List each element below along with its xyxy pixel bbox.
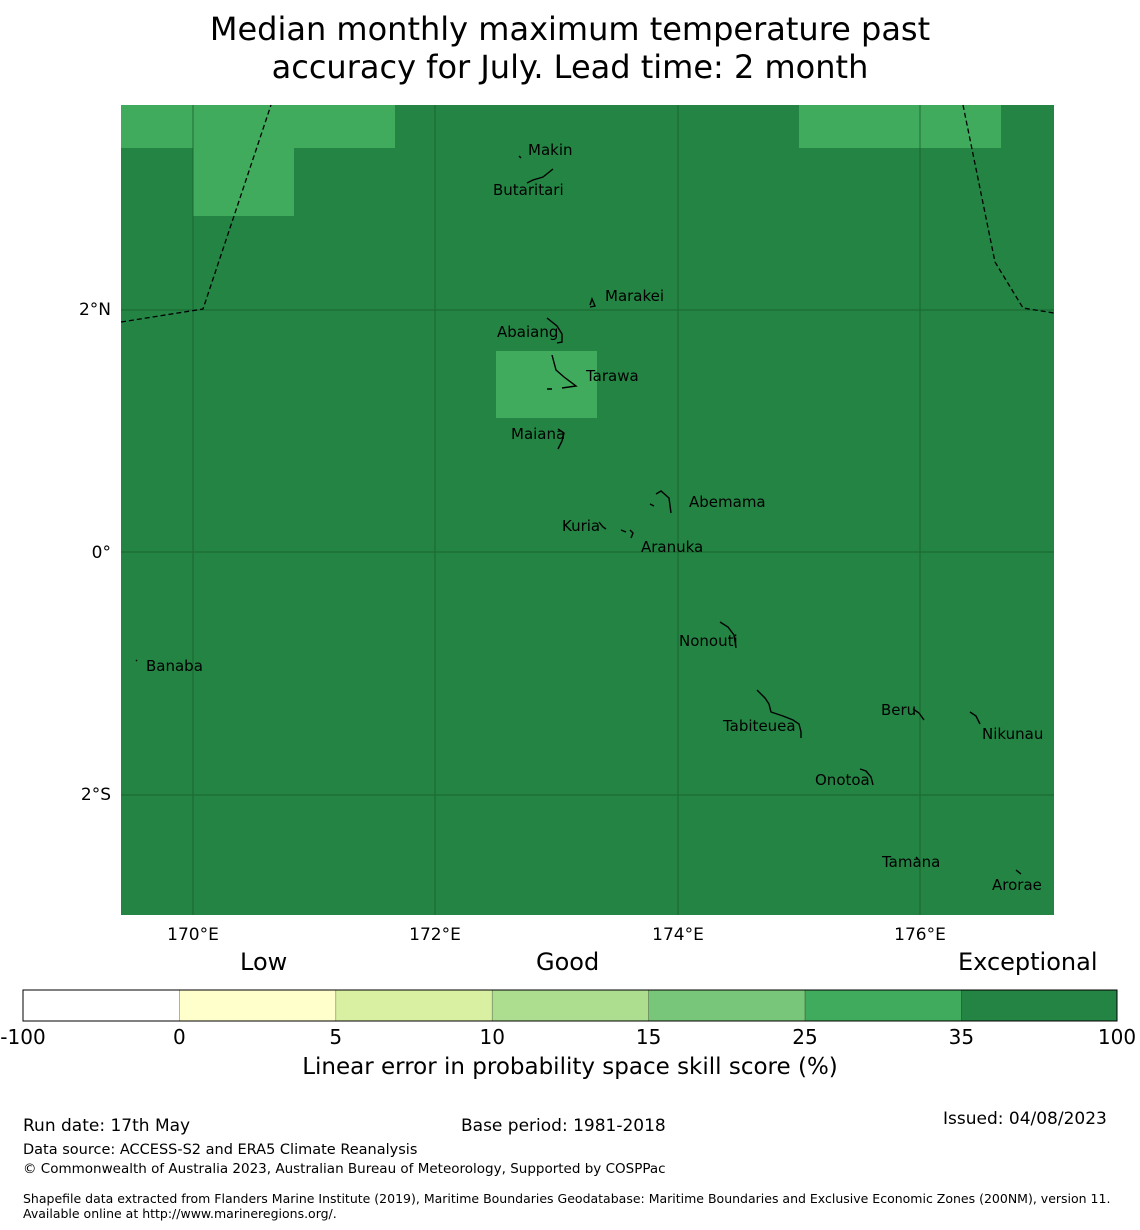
colorbar-segment [805,990,962,1021]
island-nonouti-shape [719,621,737,649]
colorbar-tick-label: 15 [636,1025,661,1049]
colorbar-segment [335,990,493,1021]
island-label: Abaiang [497,323,558,341]
island-makin-shape [518,155,522,159]
island-label: Tabiteuea [722,717,796,735]
colorbar [22,989,1118,1022]
colorbar-ticks: -100 0 5 10 15 25 35 100 [0,1025,1136,1049]
colorbar-category-exceptional: Exceptional [958,948,1098,976]
island-label: Nikunau [982,725,1043,743]
island-label: Butaritari [493,181,564,199]
island-label: Banaba [146,657,203,675]
colorbar-tick-label: 0 [173,1025,186,1049]
island-label: Abemama [689,493,766,511]
cell-tarawa [496,351,597,418]
lon-tick-label: 170°E [167,925,219,945]
cell-ne-top [799,105,1001,148]
colorbar-tick-label: 25 [792,1025,817,1049]
lat-tick-label: 2°S [81,785,111,805]
colorbar-category-good: Good [536,948,600,976]
island-label: Tarawa [585,367,639,385]
lat-tick-label: 2°N [79,300,111,320]
island-beru-shape [912,708,925,721]
colorbar-segment [961,990,1117,1021]
island-abemama-shape [649,490,672,514]
island-label: Beru [881,701,916,719]
map-background [121,105,1054,915]
eez-boundary-east [962,104,1055,314]
copyright: © Commonwealth of Australia 2023, Austra… [23,1161,666,1177]
island-label: Tamana [881,853,940,871]
island-label: Kuria [562,517,600,535]
island-tamana-shape [915,856,919,860]
colorbar-tick-label: 35 [949,1025,974,1049]
island-tabiteuea-shape [756,689,802,738]
island-outlines [135,155,1022,875]
lon-tick-label: 172°E [409,925,461,945]
eez-boundary-west [120,104,272,323]
colorbar-tick-label: 10 [479,1025,504,1049]
island-label: Maiana [511,425,565,443]
island-arorae-shape [1015,869,1022,875]
colorbar-segment [648,990,805,1021]
issued-date: Issued: 04/08/2023 [943,1109,1107,1129]
base-period: Base period: 1981-2018 [461,1116,666,1136]
island-aranuka-shape [620,529,634,539]
longitude-axis: 170°E 172°E 174°E 176°E [167,925,946,945]
island-onotoa-shape [859,768,874,786]
colorbar-category-low: Low [240,948,288,976]
cell-nw-top [121,105,395,148]
colorbar-label: Linear error in probability space skill … [302,1054,838,1080]
colorbar-tick-label: 5 [329,1025,342,1049]
colorbar-segment [492,990,649,1021]
colorbar-tick-label: 100 [1098,1025,1136,1049]
title-line-2: accuracy for July. Lead time: 2 month [271,48,869,86]
island-nikunau-shape [969,711,981,725]
map-gridlines [121,105,1054,915]
colorbar-segment [179,990,336,1021]
island-label: Onotoa [815,771,870,789]
island-label: Makin [528,141,573,159]
run-date: Run date: 17th May [23,1116,191,1136]
island-label: Nonouti [679,632,738,650]
island-tarawa-shape [547,354,578,390]
data-source: Data source: ACCESS-S2 and ERA5 Climate … [23,1142,418,1158]
good-skill-cells [121,105,1001,418]
shapefile-credit: Shapefile data extracted from Flanders M… [23,1191,1111,1221]
colorbar-segment [23,990,180,1021]
eez-boundaries [120,104,1055,323]
latitude-axis: 2°N 0° 2°S [79,300,111,805]
island-maiana-shape [557,428,565,450]
island-marakei-shape [589,297,596,308]
island-label: Marakei [605,287,664,305]
chart-title: Median monthly maximum temperature past … [0,10,1140,86]
colorbar-frame [22,989,1118,1022]
island-butaritari-shape [526,168,554,184]
colorbar-tick-label: -100 [0,1025,45,1049]
island-abaiang-shape [546,317,563,344]
island-banaba-shape [135,659,138,662]
island-label: Arorae [992,876,1042,894]
island-labels: Makin Butaritari Marakei Abaiang Tarawa … [146,141,1043,894]
lon-tick-label: 176°E [894,925,946,945]
lat-tick-label: 0° [92,543,111,563]
cell-nw-lower [193,148,294,216]
island-label: Aranuka [641,538,703,556]
island-kuria-shape [598,521,607,530]
title-line-1: Median monthly maximum temperature past [209,10,931,48]
lon-tick-label: 174°E [652,925,704,945]
